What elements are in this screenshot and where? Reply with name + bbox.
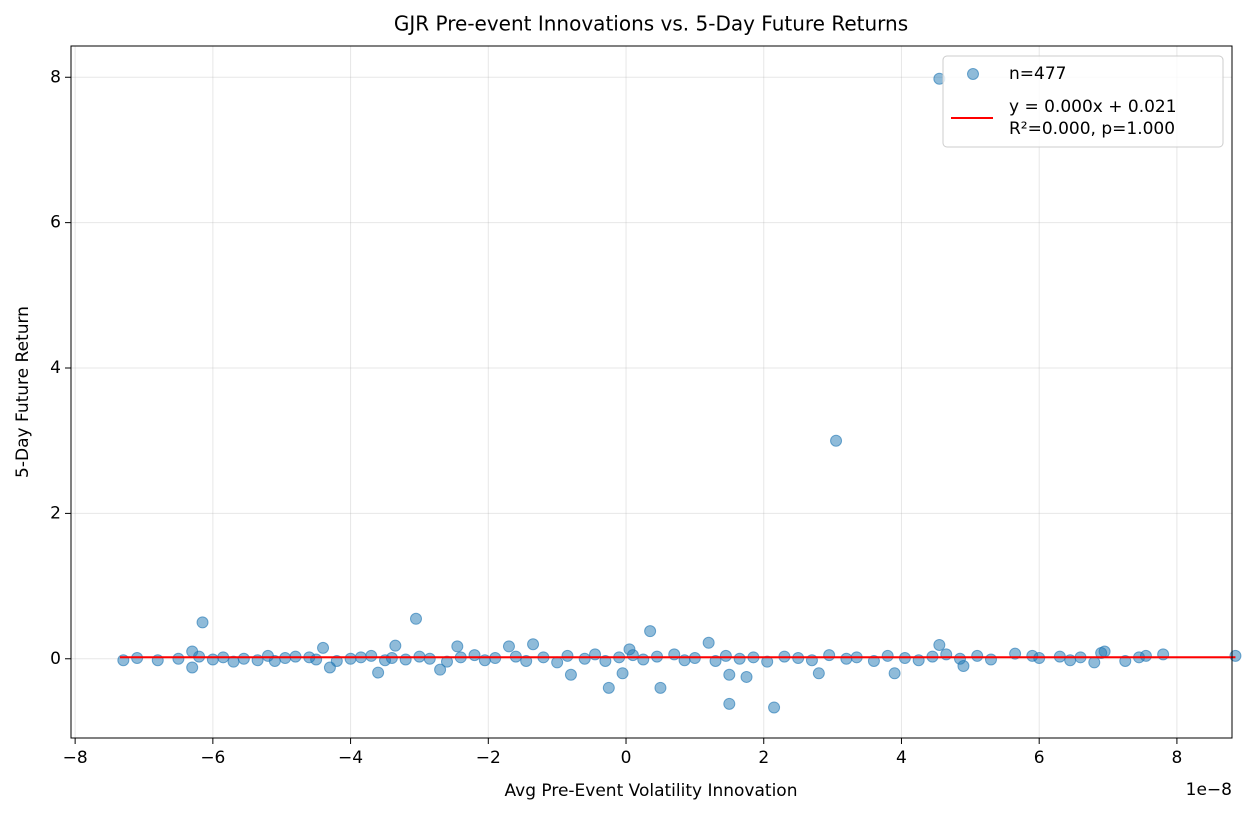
point [423, 652, 436, 665]
point [389, 639, 402, 652]
point [1088, 656, 1101, 669]
point [702, 636, 715, 649]
legend-label: n=477 [1009, 64, 1066, 84]
point [637, 653, 650, 666]
point [881, 649, 894, 662]
point [551, 656, 564, 669]
point [888, 667, 901, 680]
point [733, 652, 746, 665]
y-axis-label: 5-Day Future Return [13, 306, 33, 478]
point [237, 652, 250, 665]
point [812, 667, 825, 680]
point [984, 653, 997, 666]
point [561, 649, 574, 662]
point [409, 612, 422, 625]
point [564, 668, 577, 681]
legend-marker [967, 68, 979, 80]
point [1139, 649, 1152, 662]
y-tick-label: 4 [50, 358, 61, 378]
point [616, 667, 629, 680]
x-tick-label: 6 [1034, 748, 1045, 768]
point [196, 616, 209, 629]
legend-label: R²=0.000, p=1.000 [1009, 119, 1175, 139]
legend-box [942, 55, 1224, 148]
x-tick-label: 8 [1171, 748, 1182, 768]
point [434, 663, 447, 676]
point [317, 641, 330, 654]
y-tick-label: 6 [50, 213, 61, 233]
point [723, 668, 736, 681]
x-axis-label: Avg Pre-Event Volatility Innovation [505, 781, 798, 801]
point [527, 638, 540, 651]
x-offset-label: 1e−8 [1186, 780, 1232, 800]
point [602, 681, 615, 694]
point [310, 653, 323, 666]
point [723, 697, 736, 710]
point [399, 653, 412, 666]
point [668, 648, 681, 661]
y-tick-label: 2 [50, 503, 61, 523]
x-tick-label: 4 [896, 748, 907, 768]
point [823, 649, 836, 662]
point [451, 640, 464, 653]
x-tick-label: 2 [758, 748, 769, 768]
point [840, 652, 853, 665]
point [365, 649, 378, 662]
chart-title: GJR Pre-event Innovations vs. 5-Day Futu… [394, 12, 908, 36]
point [1157, 648, 1170, 661]
point [206, 653, 219, 666]
point [440, 655, 453, 668]
y-tick-label: 8 [50, 67, 61, 87]
point [1095, 646, 1108, 659]
point [578, 652, 591, 665]
point [1229, 649, 1242, 662]
point [740, 670, 753, 683]
x-tick-label: −8 [63, 748, 88, 768]
point [719, 649, 732, 662]
point [830, 434, 843, 447]
point [172, 652, 185, 665]
x-tick-label: 0 [621, 748, 632, 768]
point [468, 649, 481, 662]
point [654, 681, 667, 694]
x-tick-label: −4 [338, 748, 363, 768]
axes-frame [70, 45, 1233, 739]
x-tick-label: −2 [476, 748, 501, 768]
point [626, 649, 639, 662]
legend-label: y = 0.000x + 0.021 [1009, 97, 1177, 117]
point [502, 640, 515, 653]
point [761, 655, 774, 668]
y-tick-label: 0 [50, 649, 61, 669]
point [186, 661, 199, 674]
point [644, 625, 657, 638]
point [933, 638, 946, 651]
x-tick-label: −6 [200, 748, 225, 768]
point [768, 701, 781, 714]
point [940, 648, 953, 661]
point [589, 648, 602, 661]
point [971, 649, 984, 662]
point [344, 652, 357, 665]
point [372, 666, 385, 679]
point [953, 652, 966, 665]
